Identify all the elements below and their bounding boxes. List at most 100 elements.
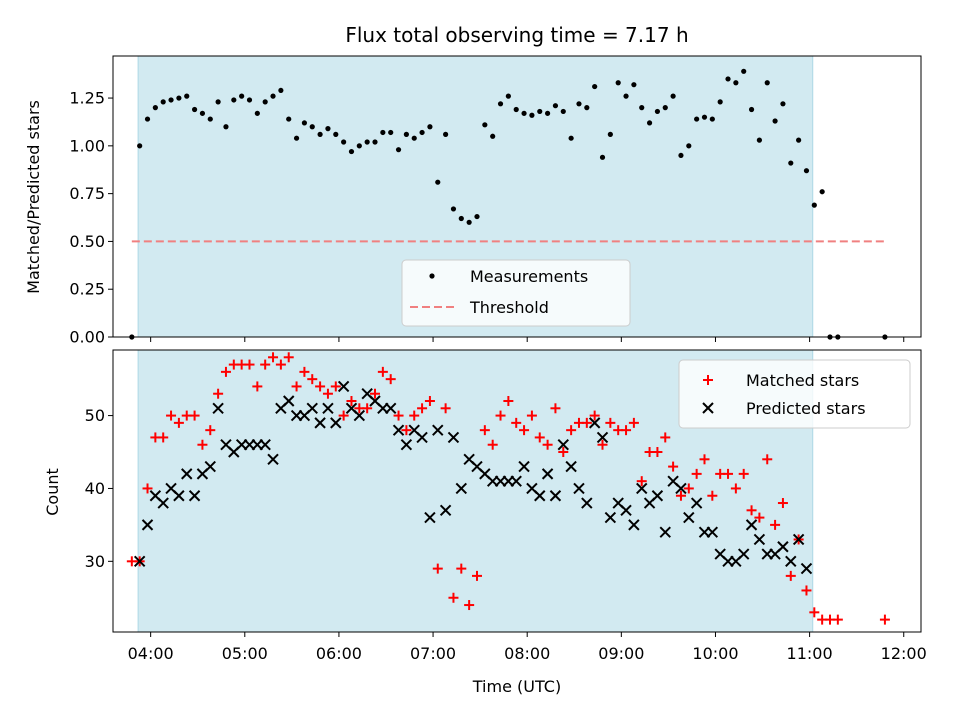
legend-predicted-marker: [702, 402, 714, 414]
measurement-point: [388, 129, 394, 136]
matched-stars-point: [205, 425, 216, 436]
predicted-stars-point: [204, 460, 216, 473]
predicted-stars-point: [785, 555, 797, 568]
y-tick-label: 40: [85, 479, 105, 498]
count-legend-frame: [678, 359, 911, 429]
matched-stars-point: [503, 396, 514, 407]
measurement-point: [435, 179, 441, 185]
legend-measurements-label: Measurements: [470, 267, 588, 286]
predicted-stars-point: [455, 482, 468, 495]
x-tick-label: 10:00: [692, 644, 738, 663]
measurement-point: [560, 108, 566, 115]
matched-stars-point: [220, 366, 231, 377]
ratio-y-axis-title: Matched/Predicted stars: [24, 100, 43, 294]
measurement-point: [239, 93, 245, 99]
predicted-stars-point: [157, 497, 169, 509]
count-axes-frame: [112, 349, 922, 633]
matched-stars-point: [660, 432, 671, 443]
matched-stars-point: [252, 381, 263, 392]
count-y-axis-title: Count: [43, 468, 62, 516]
predicted-stars-point: [683, 511, 695, 524]
matched-stars-point: [801, 585, 812, 596]
measurement-point: [411, 135, 417, 141]
measurement-point: [450, 206, 457, 212]
measurement-point: [788, 160, 794, 166]
predicted-stars-point: [588, 417, 601, 429]
predicted-stars-point: [267, 453, 279, 466]
measurement-point: [725, 76, 731, 82]
matched-stars-point: [299, 366, 310, 377]
measurement-point: [278, 87, 284, 94]
matched-stars-point: [597, 439, 608, 450]
matched-stars-point: [417, 403, 428, 414]
measurement-point: [262, 99, 268, 105]
matched-stars-point: [166, 410, 177, 421]
matched-stars-point: [738, 468, 749, 479]
matched-stars-point: [424, 396, 435, 407]
measurement-point: [544, 110, 551, 116]
y-tick-label: 0.25: [69, 280, 105, 299]
predicted-stars-point: [439, 504, 452, 517]
ratio-panel: Flux total observing time = 7.17 h 0.000…: [24, 23, 922, 347]
measurement-point: [694, 116, 700, 122]
ratio-y-ticks: 0.00 0.25 0.50 0.75 1.00 1.25: [69, 89, 113, 347]
measurement-point: [160, 99, 166, 105]
predicted-stars-point: [753, 533, 766, 546]
measurement-point: [333, 131, 339, 137]
measurement-point: [144, 116, 151, 122]
measurement-point: [395, 147, 402, 153]
matched-stars-point: [809, 607, 820, 618]
matched-stars-point: [534, 432, 545, 443]
matched-stars-point: [832, 614, 843, 625]
predicted-stars-point: [706, 526, 719, 538]
matched-stars-point: [511, 417, 522, 428]
count-panel: 30 40 50 04:00 05:00 06:00 07:00 08:00 09:00 10:…: [43, 349, 927, 696]
matched-stars-point: [448, 592, 459, 603]
predicted-stars-point: [283, 395, 295, 407]
matched-stars-point: [322, 388, 333, 399]
measurement-point: [654, 108, 661, 115]
measurement-point: [686, 143, 692, 149]
measurement-point: [427, 124, 433, 130]
predicted-stars-point: [620, 504, 632, 517]
predicted-stars-point: [400, 439, 413, 451]
measurement-point: [137, 143, 143, 149]
ratio-legend-frame: [401, 259, 631, 327]
matched-stars-point: [142, 483, 153, 494]
y-tick-label: 0.75: [69, 184, 105, 203]
predicted-stars-point: [777, 541, 789, 553]
measurement-point: [639, 105, 645, 111]
measurement-point: [748, 106, 755, 113]
matched-stars-point: [479, 425, 490, 436]
measurement-point: [803, 168, 810, 174]
predicted-stars-point: [424, 511, 436, 524]
predicted-stars-point: [573, 482, 585, 495]
matched-stars-point: [621, 425, 632, 436]
matched-stars-point: [409, 410, 420, 421]
measurement-point: [568, 135, 574, 141]
measurement-point: [372, 139, 378, 145]
predicted-stars-point: [133, 555, 146, 568]
predicted-stars-point: [314, 417, 326, 429]
predicted-stars-point: [384, 402, 397, 415]
matched-stars-point: [338, 410, 349, 421]
matched-stars-point: [723, 468, 734, 479]
measurement-point: [286, 116, 292, 122]
predicted-stars-point: [306, 402, 318, 415]
matched-stars-point: [307, 374, 318, 385]
measurement-point: [733, 80, 739, 86]
measurement-point: [215, 99, 221, 105]
predicted-stars-point: [604, 511, 617, 524]
predicted-stars-point: [337, 380, 350, 393]
measurement-point: [223, 124, 229, 130]
matched-stars-point: [291, 381, 302, 392]
measurement-point: [231, 97, 237, 103]
matched-stars-point: [432, 563, 443, 574]
predicted-stars-point: [330, 417, 342, 429]
predicted-stars-point: [322, 402, 334, 415]
x-tick-label: 05:00: [222, 644, 268, 663]
matched-stars-point: [283, 352, 294, 363]
predicted-stars-point: [141, 519, 154, 531]
matched-stars-point: [675, 490, 686, 501]
matched-stars-point: [589, 410, 600, 421]
